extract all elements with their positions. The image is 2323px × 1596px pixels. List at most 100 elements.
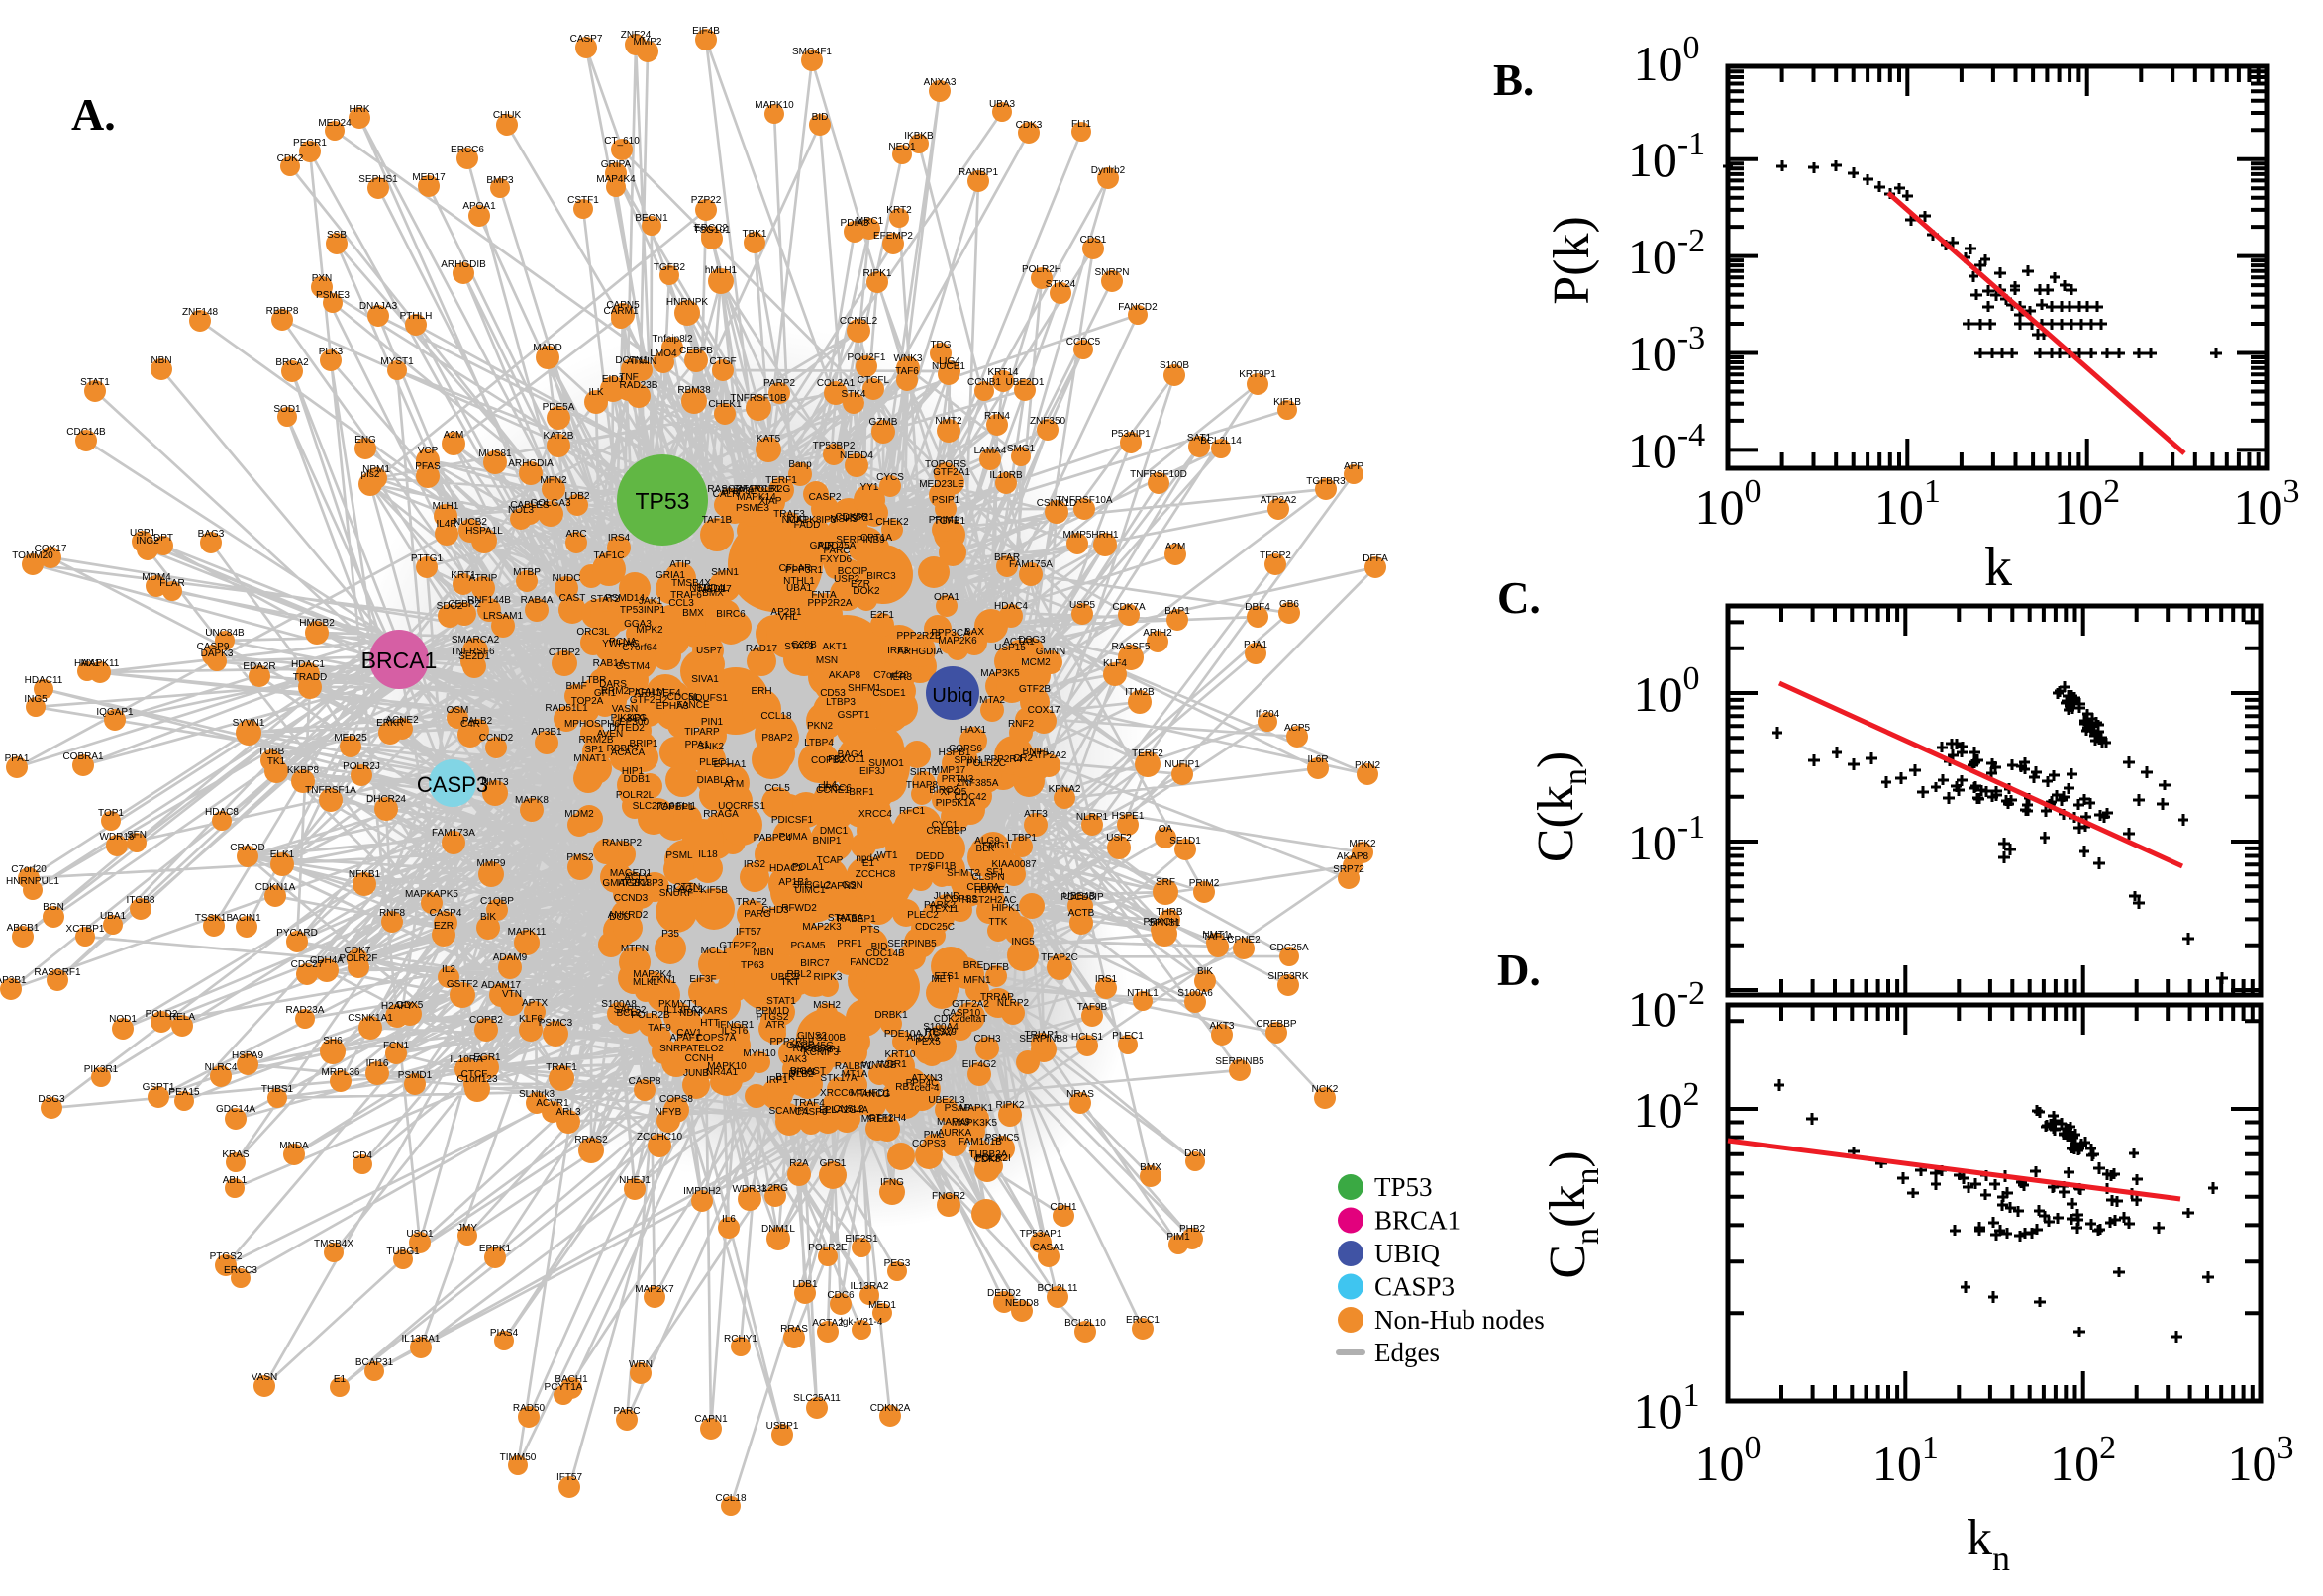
- svg-text:COX17: COX17: [1028, 705, 1060, 716]
- svg-text:DLB2: DLB2: [788, 1069, 813, 1080]
- svg-text:BCAP31: BCAP31: [355, 1357, 394, 1368]
- svg-text:COPB2: COPB2: [469, 1015, 503, 1026]
- svg-text:PSMD1: PSMD1: [398, 1070, 433, 1081]
- svg-text:ZNF350: ZNF350: [1030, 416, 1066, 427]
- svg-text:ING5: ING5: [1011, 937, 1035, 948]
- svg-text:PSMD14: PSMD14: [605, 593, 645, 604]
- svg-text:TSG101: TSG101: [693, 225, 731, 236]
- svg-text:DCD: DCD: [609, 912, 631, 923]
- svg-text:RNF144B: RNF144B: [467, 595, 511, 606]
- svg-text:HTT: HTT: [700, 1018, 719, 1029]
- svg-text:MAP2K4: MAP2K4: [633, 969, 672, 980]
- svg-text:PSML: PSML: [665, 850, 693, 861]
- svg-text:PGAM5: PGAM5: [790, 941, 825, 951]
- svg-text:NUCB2: NUCB2: [454, 517, 487, 528]
- svg-text:SIVA1: SIVA1: [691, 674, 719, 685]
- svg-text:BMX: BMX: [1140, 1162, 1162, 1173]
- svg-text:PSMC5: PSMC5: [985, 1133, 1020, 1144]
- svg-text:RIPK3: RIPK3: [814, 972, 843, 983]
- svg-text:R2A: R2A: [789, 1158, 809, 1169]
- svg-text:MLH1: MLH1: [433, 501, 459, 512]
- svg-text:PPP2R4: PPP2R4: [984, 754, 1023, 765]
- svg-text:GGA3: GGA3: [624, 619, 652, 630]
- svg-text:SMARCA2: SMARCA2: [452, 635, 500, 646]
- svg-text:TP53: TP53: [1374, 1172, 1433, 1202]
- svg-text:CEBPA: CEBPA: [966, 882, 999, 893]
- svg-text:BAG3: BAG3: [198, 529, 225, 540]
- svg-text:YY1: YY1: [860, 482, 879, 493]
- svg-text:DSG3: DSG3: [38, 1094, 65, 1105]
- svg-text:POLR2C: POLR2C: [966, 758, 1006, 769]
- svg-text:APP: APP: [1344, 461, 1364, 472]
- svg-text:KIF1B: KIF1B: [1273, 397, 1301, 408]
- svg-text:GTF2A1: GTF2A1: [933, 467, 970, 478]
- svg-text:HIST2H2AC: HIST2H2AC: [961, 895, 1016, 906]
- svg-text:PKN1: PKN1: [651, 975, 677, 986]
- svg-text:UBE2L3: UBE2L3: [928, 1095, 965, 1106]
- svg-text:D.: D.: [1497, 946, 1541, 995]
- svg-text:ACP5: ACP5: [1284, 723, 1311, 734]
- svg-text:WNT2B: WNT2B: [862, 1060, 897, 1071]
- svg-text:BCL2L10: BCL2L10: [1064, 1318, 1106, 1329]
- svg-text:DHCR24: DHCR24: [366, 794, 406, 805]
- svg-text:pfs2: pfs2: [361, 469, 380, 480]
- svg-text:MED23LE: MED23LE: [919, 479, 964, 490]
- svg-text:CCDC5: CCDC5: [1066, 337, 1101, 348]
- svg-text:ANXA5: ANXA5: [907, 1033, 940, 1044]
- svg-text:TFCP2: TFCP2: [1260, 550, 1291, 561]
- svg-text:MTPN: MTPN: [621, 944, 649, 954]
- svg-text:IL13RA2: IL13RA2: [851, 1281, 889, 1292]
- svg-text:GZMB: GZMB: [869, 417, 898, 428]
- svg-text:PLA2G4A: PLA2G4A: [825, 1105, 869, 1116]
- svg-text:HDAC11: HDAC11: [25, 675, 63, 686]
- svg-text:ACVR1: ACVR1: [536, 1098, 569, 1109]
- svg-text:MRPL36: MRPL36: [322, 1067, 360, 1078]
- svg-text:TRRAP: TRRAP: [980, 992, 1014, 1003]
- svg-text:GTF2A2: GTF2A2: [952, 999, 989, 1010]
- svg-text:EZR: EZR: [434, 921, 454, 932]
- svg-text:COPS7A: COPS7A: [696, 1033, 737, 1044]
- svg-text:KRT9P1: KRT9P1: [1239, 369, 1276, 380]
- svg-text:KLF6: KLF6: [519, 1014, 543, 1025]
- svg-text:RRAS2: RRAS2: [574, 1135, 608, 1146]
- svg-text:CHEK1: CHEK1: [708, 399, 742, 410]
- svg-text:USP7: USP7: [696, 646, 723, 656]
- svg-text:USP15: USP15: [994, 643, 1026, 653]
- svg-text:PPA1: PPA1: [685, 740, 710, 750]
- svg-text:PJA1: PJA1: [1244, 640, 1267, 650]
- svg-text:TP63: TP63: [741, 960, 764, 971]
- svg-text:TFAP2C: TFAP2C: [1041, 952, 1078, 963]
- svg-text:TAF1B: TAF1B: [702, 515, 733, 526]
- svg-text:RASGRF1: RASGRF1: [707, 484, 755, 495]
- svg-text:ATMIN: ATMIN: [627, 356, 656, 367]
- svg-text:COL2A1: COL2A1: [817, 378, 856, 389]
- svg-text:CDH1: CDH1: [1050, 1202, 1077, 1213]
- svg-text:CDKN1A: CDKN1A: [255, 882, 296, 893]
- svg-text:HNRNPK: HNRNPK: [666, 297, 709, 308]
- svg-text:GMAP2K4: GMAP2K4: [602, 878, 650, 889]
- svg-text:CRADD: CRADD: [230, 843, 265, 853]
- svg-text:GOLGA3: GOLGA3: [530, 498, 571, 509]
- svg-text:S100B: S100B: [1160, 360, 1189, 371]
- svg-text:FXYD6: FXYD6: [820, 554, 853, 565]
- svg-text:COBRA1: COBRA1: [62, 751, 104, 762]
- svg-text:MDM4: MDM4: [142, 572, 171, 583]
- svg-text:AP3B1: AP3B1: [0, 975, 27, 986]
- svg-text:SPNS1: SPNS1: [1149, 918, 1181, 929]
- svg-text:NLRP1: NLRP1: [1076, 812, 1109, 823]
- svg-text:CTCF: CTCF: [461, 1069, 488, 1080]
- svg-text:PLEC1: PLEC1: [699, 757, 731, 768]
- svg-text:RELA: RELA: [169, 1012, 195, 1023]
- svg-text:LTBR: LTBR: [582, 675, 607, 686]
- svg-text:RANBP1: RANBP1: [959, 167, 998, 178]
- svg-text:USBP1: USBP1: [766, 1421, 799, 1432]
- svg-text:ELK1: ELK1: [270, 849, 295, 860]
- svg-text:CSNK1D: CSNK1D: [1037, 498, 1077, 509]
- svg-text:CASA1: CASA1: [1033, 1243, 1065, 1253]
- svg-text:KAT2B: KAT2B: [544, 431, 574, 442]
- svg-text:Dynlrb2: Dynlrb2: [1091, 165, 1126, 176]
- svg-text:HSPB1: HSPB1: [939, 748, 971, 758]
- svg-text:WRN: WRN: [629, 1359, 653, 1370]
- svg-text:ITGB18P3: ITGB18P3: [618, 878, 664, 889]
- svg-text:MNDA: MNDA: [279, 1141, 309, 1151]
